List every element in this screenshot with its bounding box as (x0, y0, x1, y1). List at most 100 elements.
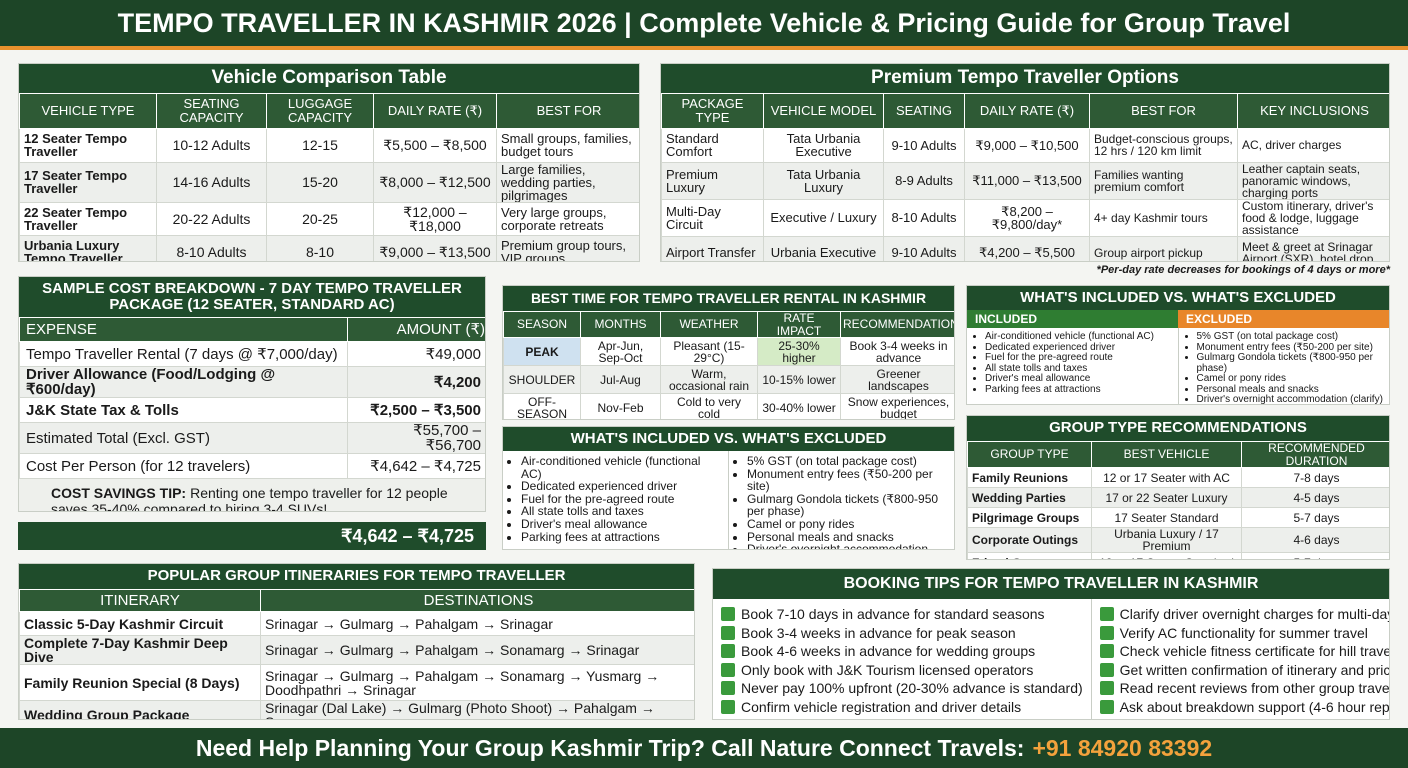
included-label: INCLUDED (967, 310, 1178, 328)
list-item: Fuel for the pre-agreed route (985, 352, 1172, 364)
cell: 9-10 Adults (883, 235, 965, 261)
panel-title: Premium Tempo Traveller Options (661, 64, 1389, 93)
row: 17 Seater Tempo Traveller 14-16 Adults 15-… (19, 161, 639, 203)
cell: ₹4,200 (347, 366, 485, 398)
list-item: Air-conditioned vehicle (functional AC) (985, 331, 1172, 343)
cell: 17 Seater Standard (1091, 507, 1242, 529)
row: J&K State Tax & Tolls ₹2,500 – ₹3,500 (19, 397, 485, 423)
row: Corporate Outings Urbania Luxury / 17 Pre… (967, 527, 1389, 554)
cell: 12 or 17 Seater with AC (1091, 467, 1242, 489)
cell: SHOULDER (503, 365, 581, 395)
cell: 12 or 17 Seater Standard (1091, 552, 1242, 559)
cell: Snow experiences, budget (840, 393, 954, 419)
column-header: ITINERARY (19, 589, 261, 612)
table: ITINERARY DESTINATIONS Classic 5-Day Kashm… (19, 589, 694, 719)
row: Premium Luxury Tata Urbania Luxury 8-9 Adu… (661, 161, 1389, 200)
phone: +91 84920 83392 (1032, 734, 1213, 761)
tip-text: Renting one tempo traveller for 12 peopl… (51, 485, 448, 512)
cell: 15-20 (266, 161, 374, 203)
cell: ₹12,000 – ₹18,000 (373, 201, 497, 236)
table: VEHICLE TYPE SEATING CAPACITY LUGGAGE CAPA… (19, 93, 639, 261)
cell: Srinagar → Gulmarg → Pahalgam → Sonamarg… (260, 635, 694, 665)
row: Family Reunion Special (8 Days) Srinagar … (19, 664, 694, 701)
list-item: Check vehicle fitness certificate for hi… (1099, 642, 1389, 661)
cost-panel: SAMPLE COST BREAKDOWN - 7 DAY TEMPO TRAV… (18, 276, 486, 512)
cell: 12-15 (266, 128, 374, 163)
labels: INCLUDED EXCLUDED (967, 310, 1389, 328)
cell: Corporate Outings (967, 527, 1092, 554)
cell: Jul-Aug (580, 365, 661, 395)
cell: Family Reunion Special (8 Days) (19, 664, 261, 701)
columns: Book 7-10 days in advance for standard s… (713, 599, 1389, 719)
list-item: Driver's meal allowance (985, 373, 1172, 385)
row: OFF-SEASON Nov-Feb Cold to very cold 30-40%… (503, 393, 954, 419)
column-header: DAILY RATE (₹) (964, 93, 1090, 129)
cell: 8-10 (266, 235, 374, 261)
list-item: Fuel for the pre-agreed route (521, 493, 722, 506)
cell: 25-30% higher (757, 337, 841, 367)
columns: Air-conditioned vehicle (functional AC)D… (503, 451, 954, 549)
header-row: GROUP TYPE BEST VEHICLE RECOMMENDED DURATI… (967, 440, 1389, 469)
row: Family Reunions 12 or 17 Seater with AC 7-… (967, 467, 1389, 489)
cell: Estimated Total (Excl. GST) (19, 422, 348, 454)
column-header: DESTINATIONS (260, 589, 694, 612)
column-header: RECOMMENDED DURATION (1241, 440, 1389, 469)
list-item: Clarify driver overnight charges for mul… (1099, 605, 1389, 624)
row: Wedding Group Package Srinagar (Dal Lake)… (19, 700, 694, 719)
header-title: TEMPO TRAVELLER IN KASHMIR 2026 | Comple… (0, 0, 1408, 50)
cell: Airport Transfer (661, 235, 764, 261)
cell: Leather captain seats, panoramic windows… (1237, 161, 1389, 200)
list-item: Driver's overnight accommodation (clarif… (1197, 394, 1384, 404)
column-header: WEATHER (660, 310, 758, 339)
row: SHOULDER Jul-Aug Warm, occasional rain 10-1… (503, 365, 954, 395)
row: 12 Seater Tempo Traveller 10-12 Adults 12-… (19, 128, 639, 163)
cell: 20-22 Adults (156, 201, 267, 236)
list-item: Read recent reviews from other group tra… (1099, 679, 1389, 698)
row: Estimated Total (Excl. GST) ₹55,700 – ₹56… (19, 422, 485, 454)
row: Wedding Parties 17 or 22 Seater Luxury 4-5… (967, 487, 1389, 509)
best-time-panel: BEST TIME FOR TEMPO TRAVELLER RENTAL IN … (502, 285, 955, 420)
list: 5% GST (on total package cost)Monument e… (1177, 328, 1390, 404)
column-header: MONTHS (580, 310, 661, 339)
list-item: Dedicated experienced driver (985, 342, 1172, 354)
cell: 7-8 days (1241, 467, 1389, 489)
row: Airport Transfer Urbania Executive 9-10 Ad… (661, 235, 1389, 261)
cell: Standard Comfort (661, 128, 764, 163)
cell: Premium Luxury (661, 161, 764, 200)
cell: Cost Per Person (for 12 travelers) (19, 453, 348, 479)
cell: Warm, occasional rain (660, 365, 758, 395)
cell: 8-10 Adults (883, 198, 965, 237)
cell: ₹8,000 – ₹12,500 (373, 161, 497, 203)
groups-panel: GROUP TYPE RECOMMENDATIONS GROUP TYPE BEST… (966, 415, 1390, 560)
list-item: Book 7-10 days in advance for standard s… (721, 605, 1083, 624)
row: Classic 5-Day Kashmir Circuit Srinagar → … (19, 611, 694, 636)
excluded-label: EXCLUDED (1178, 310, 1389, 328)
cell: Large families, wedding parties, pilgrim… (496, 161, 639, 203)
cell: ₹49,000 (347, 341, 485, 367)
cell: Cold to very cold (660, 393, 758, 419)
footer-text: Need Help Planning Your Group Kashmir Tr… (195, 734, 1025, 761)
footer: Need Help Planning Your Group Kashmir Tr… (0, 728, 1408, 768)
column-header: EXPENSE (19, 317, 348, 342)
cell: Tempo Traveller Rental (7 days @ ₹7,000/… (19, 341, 348, 367)
cell: Tata Urbania Executive (763, 128, 884, 163)
panel-title: POPULAR GROUP ITINERARIES FOR TEMPO TRAV… (19, 564, 694, 589)
cell: Srinagar → Gulmarg → Pahalgam → Sonamarg… (260, 664, 694, 701)
list-item: 5% GST (on total package cost) (747, 455, 948, 468)
cell: Apr-Jun, Sep-Oct (580, 337, 661, 367)
cell: ₹5,500 – ₹8,500 (373, 128, 497, 163)
list-item: Confirm vehicle registration and driver … (721, 698, 1083, 717)
list-item: Air-conditioned vehicle (functional AC) (521, 455, 722, 480)
list-item: Personal meals and snacks (1197, 384, 1384, 396)
cell: Pilgrimage Groups (967, 507, 1092, 529)
row: Pilgrimage Groups 17 Seater Standard 5-7 d… (967, 507, 1389, 529)
column-header: AMOUNT (₹) (347, 317, 485, 342)
cell: Book 3-4 weeks in advance (840, 337, 954, 367)
row: Driver Allowance (Food/Lodging @ ₹600/da… (19, 366, 485, 398)
cell: Very large groups, corporate retreats (496, 201, 639, 236)
cell: Multi-Day Circuit (661, 198, 764, 237)
cell: 4-6 days (1241, 527, 1389, 554)
cell: Urbania Luxury / 17 Premium (1091, 527, 1242, 554)
table: PACKAGE TYPE VEHICLE MODEL SEATING DAILY RA… (661, 93, 1389, 261)
cell: Nov-Feb (580, 393, 661, 419)
